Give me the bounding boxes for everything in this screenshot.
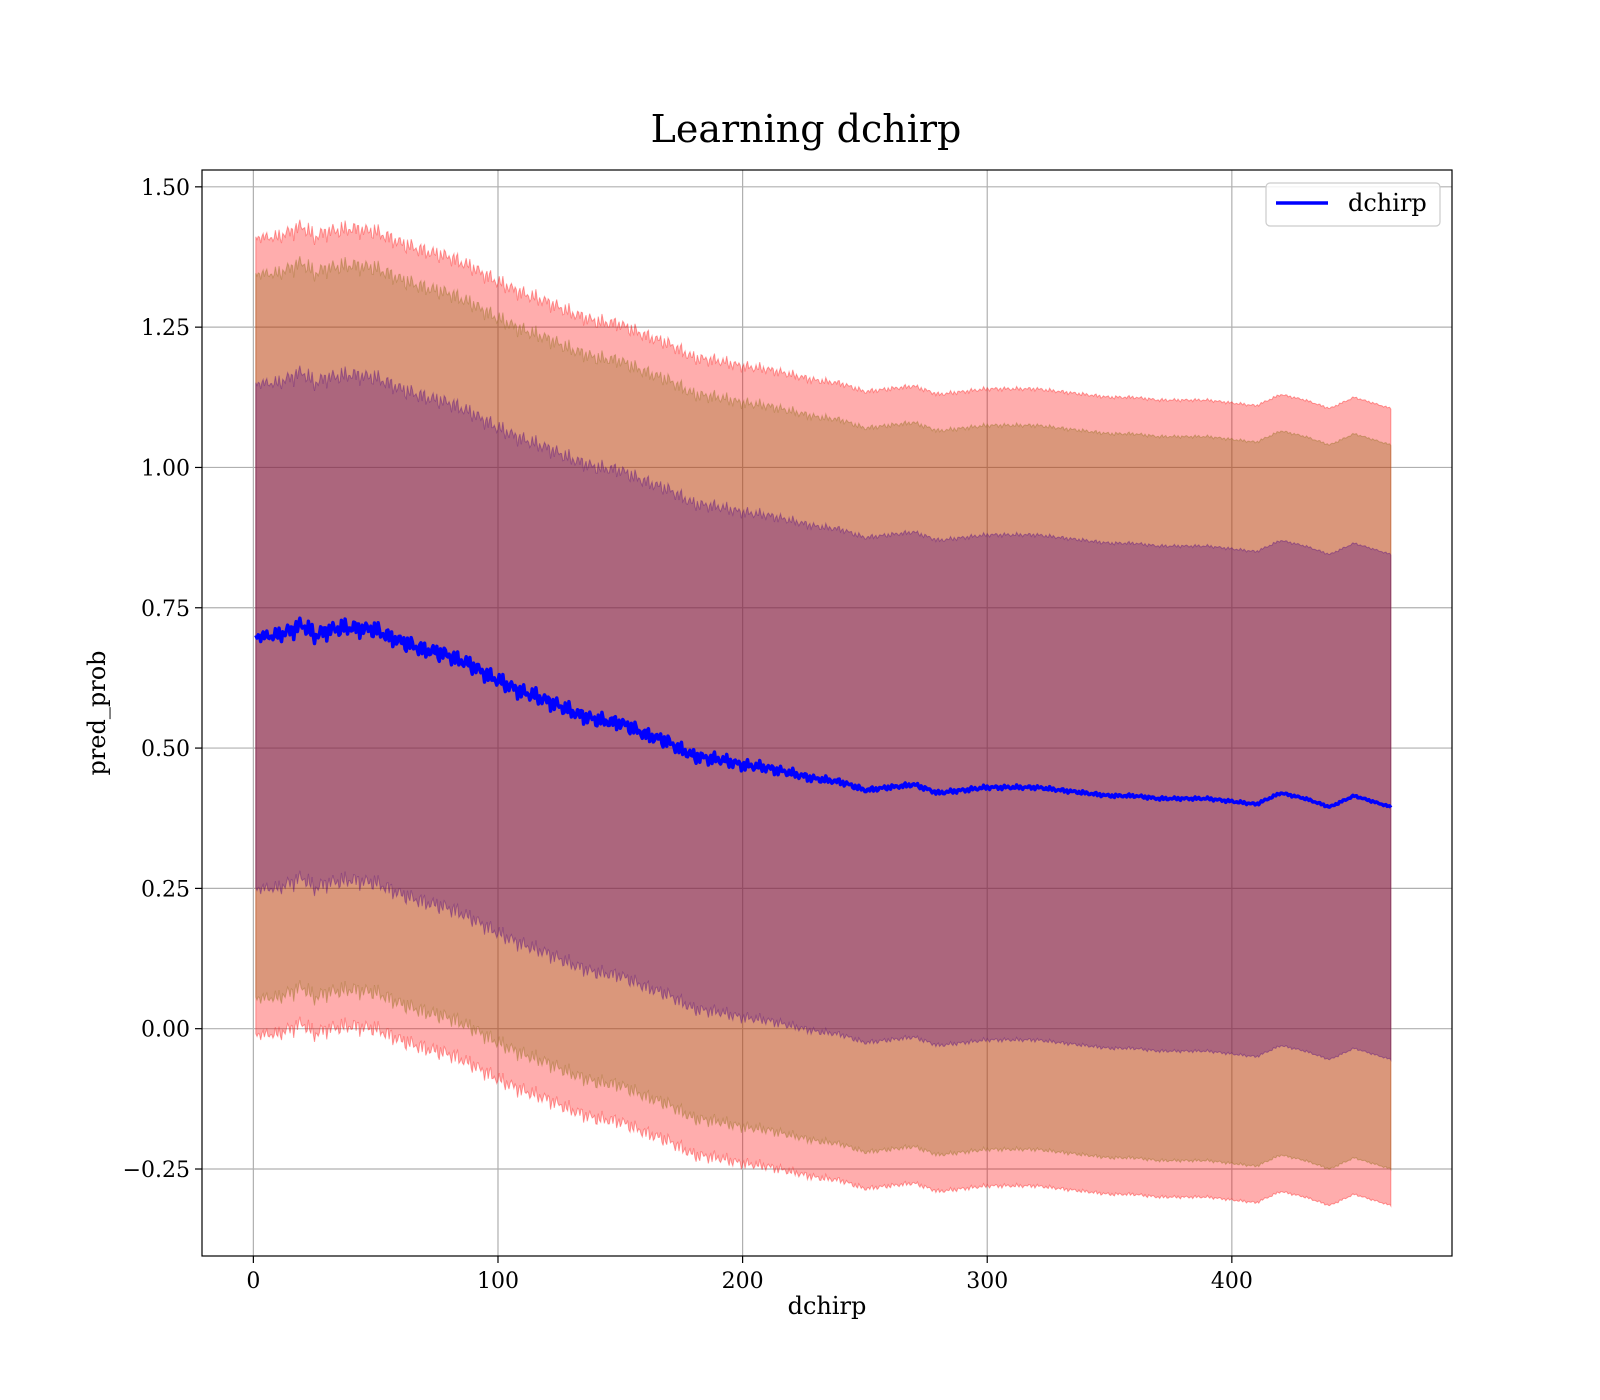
y-tick-label-4: 0.75 bbox=[141, 597, 190, 622]
y-tick-label-6: 1.25 bbox=[141, 316, 190, 341]
x-tick-label-1: 100 bbox=[477, 1269, 519, 1294]
axis-ticks: 0 100 200 300 400 −0.25 0.00 0.25 0.50 0.75 1.00 1.… bbox=[123, 176, 1253, 1294]
grid bbox=[202, 170, 1452, 1256]
y-axis-label: pred_prob bbox=[83, 650, 111, 775]
y-tick-label-2: 0.25 bbox=[141, 877, 190, 902]
confidence-bands bbox=[255, 219, 1392, 1208]
band-2 bbox=[255, 256, 1392, 1172]
mean-line-layer bbox=[254, 616, 1393, 809]
y-tick-label-5: 1.00 bbox=[141, 456, 190, 481]
x-tick-label-2: 200 bbox=[722, 1269, 764, 1294]
y-tick-label-3: 0.50 bbox=[141, 737, 190, 762]
y-tick-label-7: 1.50 bbox=[141, 176, 190, 201]
plot-frame bbox=[201, 169, 1453, 1257]
mean-line-dchirp bbox=[254, 616, 1393, 809]
x-tick-label-4: 400 bbox=[1211, 1269, 1253, 1294]
y-tick-label-0: −0.25 bbox=[123, 1158, 190, 1183]
x-tick-label-3: 300 bbox=[966, 1269, 1008, 1294]
x-axis-label: dchirp bbox=[788, 1292, 867, 1320]
x-tick-label-0: 0 bbox=[246, 1269, 260, 1294]
band-3 bbox=[255, 365, 1392, 1062]
band-1 bbox=[255, 219, 1392, 1208]
chart-title: Learning dchirp bbox=[651, 107, 962, 151]
legend-box bbox=[1265, 182, 1441, 227]
y-tick-label-1: 0.00 bbox=[141, 1018, 190, 1043]
legend: dchirp bbox=[1265, 182, 1441, 227]
legend-label-dchirp: dchirp bbox=[1348, 189, 1427, 217]
